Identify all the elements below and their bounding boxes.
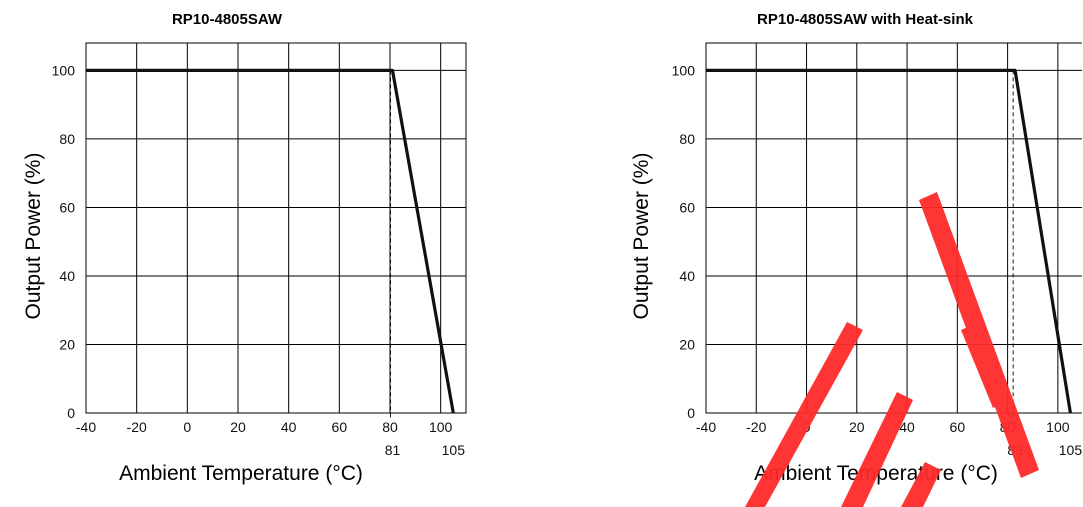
watermark-logo: [745, 192, 1039, 507]
y-tick-label: 80: [59, 131, 75, 147]
watermark-stroke: [841, 392, 913, 507]
y-tick-label: 60: [679, 199, 695, 215]
chart-panel-left: RP10-4805SAW -40 -20 0 20 40 60 80 100 0 20 40 60 80 1…: [0, 0, 541, 507]
chart-left: RP10-4805SAW -40 -20 0 20 40 60 80 100 0 20 40 60 80 1…: [22, 11, 467, 485]
x-tick-label: 40: [281, 419, 297, 435]
chart-panel-right: RP10-4805SAW with Heat-sink -40 -20 0 20 40 60…: [541, 0, 1082, 507]
x-tick-label: -40: [76, 419, 96, 435]
y-tick-label: 0: [687, 405, 695, 421]
y-tick-label: 60: [59, 199, 75, 215]
annotation-label: 105: [1059, 442, 1082, 458]
y-tick-label: 40: [679, 268, 695, 284]
x-tick-label: -20: [127, 419, 147, 435]
chart-right: RP10-4805SAW with Heat-sink -40 -20 0 20 40 60…: [630, 11, 1082, 507]
x-axis-label: Ambient Temperature (°C): [119, 462, 363, 485]
annotation-label: 105: [442, 442, 466, 458]
chart-title: RP10-4805SAW with Heat-sink: [757, 11, 974, 28]
x-tick-label: 20: [230, 419, 246, 435]
y-tick-label: 0: [67, 405, 75, 421]
y-tick-label: 100: [672, 62, 696, 78]
x-tick-label: 80: [382, 419, 398, 435]
y-tick-label: 20: [679, 336, 695, 352]
x-tick-label: 20: [849, 419, 865, 435]
x-tick-label: 100: [1046, 419, 1070, 435]
y-tick-label: 20: [59, 336, 75, 352]
y-tick-label: 100: [52, 62, 76, 78]
watermark-stroke: [745, 322, 863, 507]
x-tick-label: -40: [696, 419, 716, 435]
y-tick-label: 40: [59, 268, 75, 284]
y-axis-label: Output Power (%): [22, 153, 45, 320]
x-tick-label: 0: [183, 419, 191, 435]
plot-frame: [85, 42, 467, 414]
x-tick-label: 60: [950, 419, 966, 435]
watermark-stroke: [901, 462, 941, 507]
x-tick-label: 60: [332, 419, 348, 435]
chart-title: RP10-4805SAW: [172, 11, 283, 28]
derating-curve: [706, 68, 1072, 414]
y-axis-label: Output Power (%): [630, 153, 653, 320]
annotation-label: 81: [385, 442, 401, 458]
plot-frame: [705, 42, 1082, 414]
derating-curve: [86, 68, 455, 414]
x-tick-label: -20: [746, 419, 766, 435]
x-tick-label: 40: [899, 419, 915, 435]
x-tick-label: 100: [429, 419, 453, 435]
y-tick-label: 80: [679, 131, 695, 147]
watermark-stroke: [961, 322, 1011, 408]
